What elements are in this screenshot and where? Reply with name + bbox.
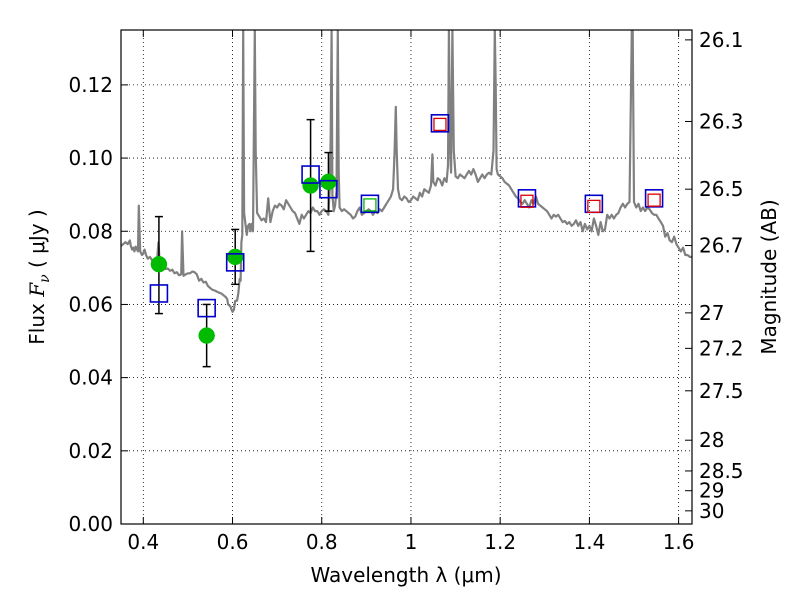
right-tick-label: 27.5 <box>699 379 744 403</box>
right-tick-label: 26.3 <box>699 109 744 133</box>
model-point <box>360 194 380 214</box>
model-point <box>225 253 245 272</box>
model-point <box>197 298 216 318</box>
y-tick-label: 0.00 <box>68 512 113 536</box>
plot-frame <box>120 29 693 525</box>
model-sed-line <box>121 30 692 313</box>
y-tick-label: 0.12 <box>68 73 113 97</box>
flagged-point <box>433 117 447 132</box>
flagged-point <box>520 194 534 208</box>
y-tick-label: 0.10 <box>68 146 113 170</box>
observed-points-layer <box>150 173 337 344</box>
observed-point <box>150 255 168 273</box>
right-tick-label: 26.1 <box>699 28 744 52</box>
y-axis-right-label: Magnitude (AB) <box>757 199 781 354</box>
y-axis-left-label: Flux Fν ( μJy ) <box>25 209 53 344</box>
flagged-point <box>363 198 377 212</box>
observed-point <box>320 173 337 191</box>
right-tick-label: 28 <box>699 428 724 452</box>
model-point <box>301 165 320 184</box>
right-tick-label: 29 <box>699 479 724 503</box>
flagged-point <box>587 199 601 214</box>
x-axis-label: Wavelength λ (μm) <box>310 563 501 587</box>
right-tick-label: 27.2 <box>699 336 744 360</box>
x-tick-label: 1.6 <box>663 530 695 554</box>
y-axis-left-label-symbol: F <box>25 282 49 298</box>
y-axis-left-label-unit: ( μJy ) <box>25 209 49 274</box>
x-axis-ticks: 0.4 0.6 0.8 1 1.2 1.4 1.6 <box>127 30 695 554</box>
model-sed-layer <box>121 30 692 313</box>
flagged-points-layer <box>363 117 661 214</box>
x-tick-label: 1.4 <box>573 530 605 554</box>
y-axis-left-label-subscript: ν <box>37 274 53 283</box>
model-points-layer <box>149 114 664 318</box>
x-tick-label: 1 <box>405 530 418 554</box>
x-tick-label: 0.8 <box>306 530 338 554</box>
model-point <box>149 284 169 303</box>
y-tick-label: 0.06 <box>68 292 113 316</box>
observed-point <box>198 327 215 344</box>
x-tick-label: 0.4 <box>127 530 159 554</box>
observed-point <box>226 248 244 266</box>
plot-background <box>121 30 692 524</box>
y-axis-left-label-prefix: Flux <box>25 297 49 345</box>
flagged-point <box>647 193 661 207</box>
right-tick-label: 30 <box>699 499 724 523</box>
right-tick-label: 27 <box>699 301 724 325</box>
y-tick-label: 0.08 <box>68 219 113 243</box>
right-tick-label: 26.5 <box>699 177 744 201</box>
right-tick-label: 26.7 <box>699 234 744 258</box>
y-tick-label: 0.02 <box>68 439 113 463</box>
x-tick-label: 1.2 <box>484 530 516 554</box>
y-tick-label: 0.04 <box>68 366 113 390</box>
x-tick-label: 0.6 <box>217 530 249 554</box>
right-tick-label: 28.5 <box>699 459 744 483</box>
model-point <box>644 189 664 208</box>
model-point <box>430 114 450 133</box>
model-point <box>319 179 338 199</box>
y-axis-left-ticks: 0.00 0.02 0.04 0.06 0.08 0.10 0.12 <box>68 73 128 536</box>
observed-point <box>302 177 319 194</box>
